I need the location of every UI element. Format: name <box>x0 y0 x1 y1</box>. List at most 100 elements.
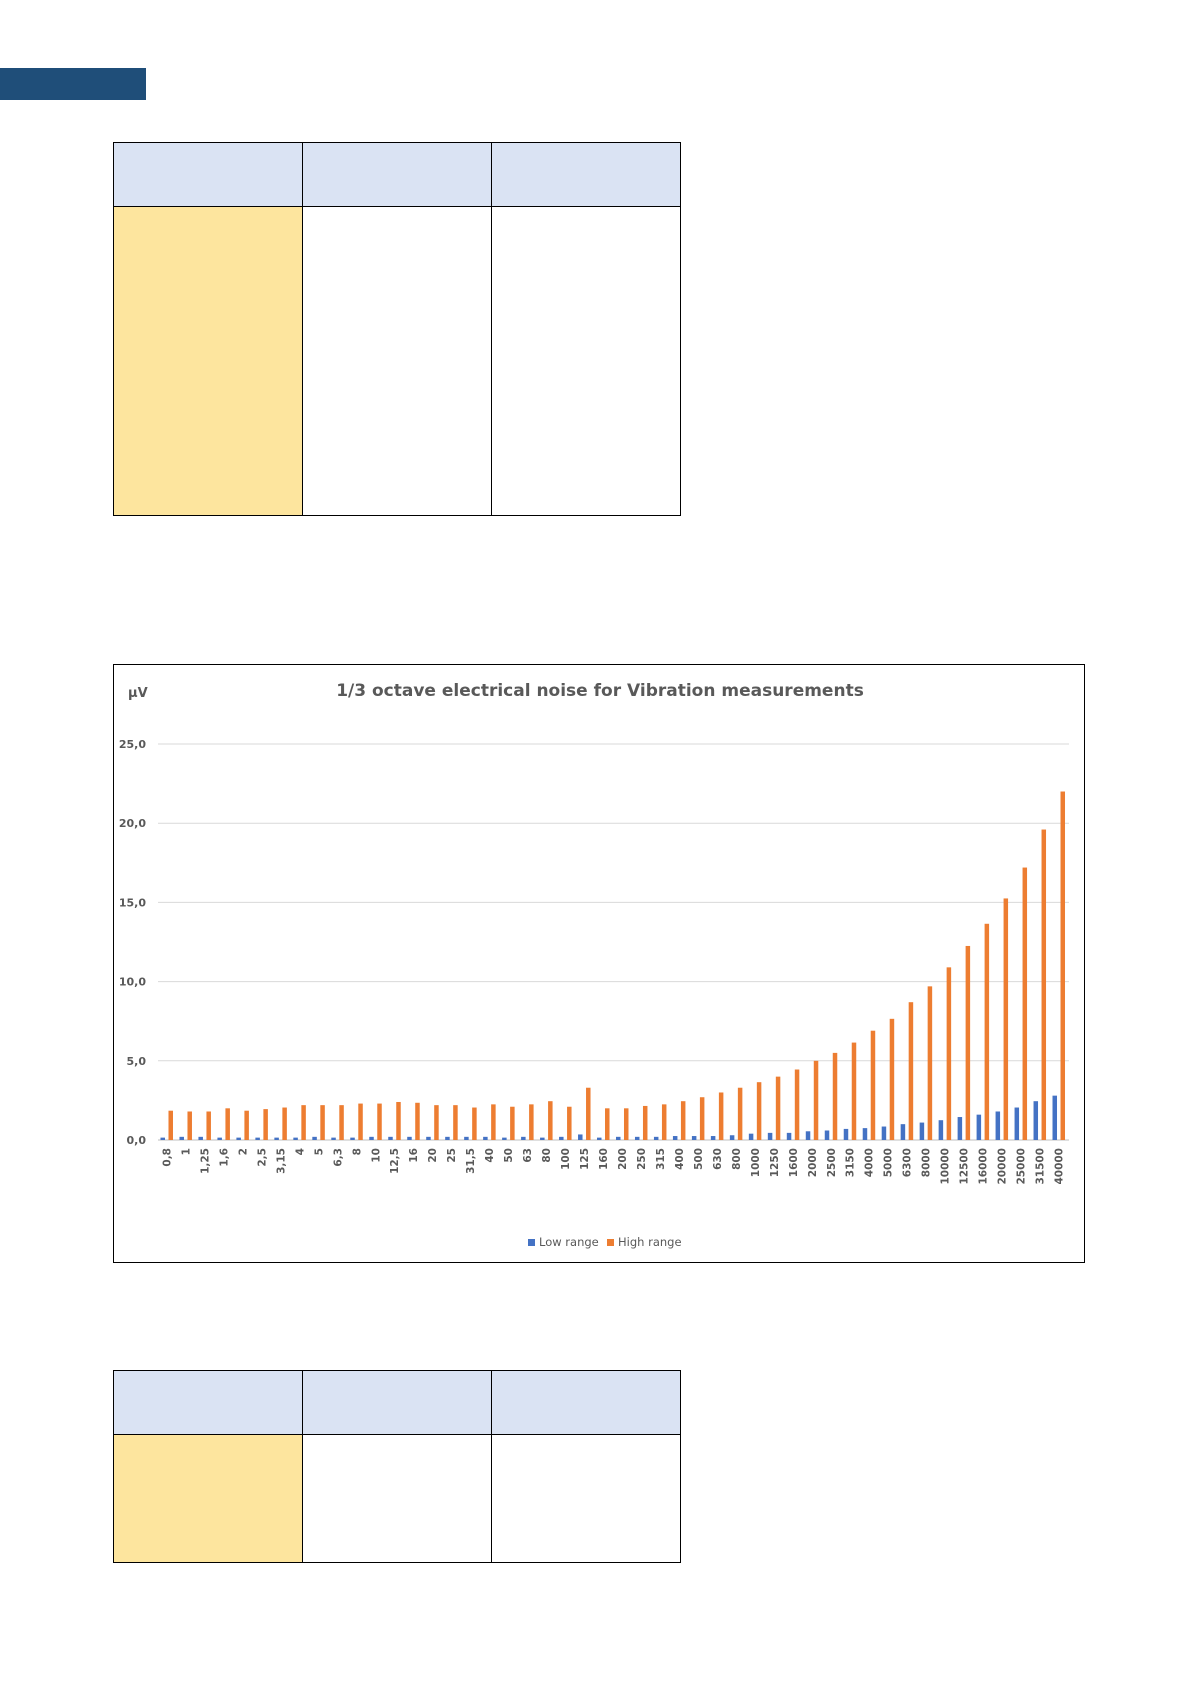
low-range-bar <box>445 1136 450 1140</box>
high-range-bar <box>965 945 971 1140</box>
high-range-bar <box>491 1104 496 1140</box>
x-category-label: 31500 <box>1035 1148 1047 1185</box>
x-category-label: 40000 <box>1054 1148 1066 1185</box>
low-range-bar <box>179 1136 184 1140</box>
low-range-bar <box>767 1132 773 1140</box>
high-range-bar <box>320 1105 325 1140</box>
legend-high-label: High range <box>618 1235 682 1249</box>
x-category-label: 2,5 <box>256 1148 268 1167</box>
table-value-cell <box>491 1434 681 1563</box>
table-header-cell <box>302 142 492 207</box>
x-category-label: 3150 <box>845 1148 857 1177</box>
low-range-bar <box>748 1133 754 1140</box>
low-range-bar <box>786 1132 792 1140</box>
high-range-bar <box>605 1108 610 1140</box>
low-range-bar <box>672 1136 678 1140</box>
x-category-label: 200 <box>617 1148 629 1170</box>
low-range-bar <box>976 1114 982 1140</box>
high-range-bar <box>946 967 952 1140</box>
legend-low-label: Low range <box>539 1235 599 1249</box>
chart-canvas: µV 1/3 octave electrical noise for Vibra… <box>119 681 1069 1249</box>
high-range-bar <box>263 1109 268 1140</box>
high-range-bar <box>737 1087 743 1140</box>
y-tick-label: 5,0 <box>127 1055 147 1068</box>
low-range-bar <box>634 1136 640 1140</box>
y-unit-label: µV <box>128 686 148 701</box>
x-category-label: 4000 <box>864 1148 876 1177</box>
high-range-bar <box>1060 791 1066 1140</box>
low-range-bar <box>881 1126 887 1140</box>
high-range-bar <box>282 1107 287 1140</box>
low-range-bar <box>691 1136 697 1140</box>
spec-table-bottom <box>113 1370 681 1563</box>
low-range-bar <box>995 1111 1001 1140</box>
gridlines <box>158 743 1069 1141</box>
x-category-label: 12500 <box>959 1148 971 1185</box>
high-range-bar <box>510 1106 515 1140</box>
x-category-label: 1250 <box>769 1148 781 1177</box>
x-category-label: 25000 <box>1016 1148 1028 1185</box>
low-range-bar <box>540 1137 545 1140</box>
x-category-label: 1 <box>180 1148 192 1155</box>
x-category-label: 2000 <box>807 1148 819 1177</box>
x-category-label: 1600 <box>788 1148 800 1177</box>
y-axis-ticks: 25,0 20,0 15,0 10,0 5,0 0,0 <box>119 738 146 1147</box>
low-range-bar <box>388 1136 393 1140</box>
high-range-bar <box>586 1087 591 1140</box>
x-category-label: 5 <box>313 1148 325 1155</box>
x-category-label: 500 <box>693 1148 705 1170</box>
low-range-bar <box>160 1137 165 1140</box>
y-tick-label: 20,0 <box>119 817 146 830</box>
high-range-bar <box>225 1108 230 1140</box>
table-value-cell <box>302 206 492 516</box>
high-range-bar <box>1041 829 1047 1140</box>
table-header-cell <box>113 1370 303 1435</box>
table-value-cell <box>302 1434 492 1563</box>
high-range-bar <box>813 1060 819 1140</box>
x-axis-ticks: 0,8 1 1,25 1,6 2 2,5 3,15 4 5 6,3 8 10 12,5 16 20 25 31,… <box>161 1148 1065 1185</box>
low-range-bar <box>464 1136 469 1140</box>
low-range-bar <box>521 1136 526 1140</box>
x-category-label: 4 <box>294 1148 306 1155</box>
low-range-bar <box>293 1137 298 1140</box>
section-header-bar <box>0 68 146 100</box>
x-category-label: 2500 <box>826 1148 838 1177</box>
high-range-bar <box>680 1101 686 1140</box>
high-range-bar <box>339 1105 344 1140</box>
low-range-bar <box>407 1136 412 1140</box>
x-category-label: 40 <box>484 1148 496 1163</box>
high-range-bar <box>529 1104 534 1140</box>
y-tick-label: 10,0 <box>119 976 146 989</box>
high-range-bar <box>567 1106 572 1140</box>
x-category-label: 63 <box>522 1148 534 1163</box>
low-range-bar <box>331 1137 336 1140</box>
high-range-bar <box>244 1110 249 1140</box>
low-range-bar <box>938 1120 944 1140</box>
x-category-label: 50 <box>503 1148 515 1163</box>
low-range-bar <box>862 1128 868 1140</box>
chart-title: 1/3 octave electrical noise for Vibratio… <box>336 681 864 701</box>
high-range-bar <box>396 1101 401 1140</box>
low-range-bar <box>426 1136 431 1140</box>
x-category-label: 25 <box>446 1148 458 1163</box>
low-range-bar <box>919 1122 925 1140</box>
high-range-bar <box>699 1097 705 1140</box>
low-range-bar <box>369 1136 374 1140</box>
low-range-bar <box>710 1136 716 1140</box>
low-range-bar <box>729 1135 735 1140</box>
low-range-bar <box>1033 1101 1039 1140</box>
x-category-label: 80 <box>541 1148 553 1163</box>
high-range-bar <box>908 1002 914 1140</box>
low-range-bar <box>559 1136 564 1140</box>
x-category-label: 31,5 <box>465 1148 477 1174</box>
low-range-bar <box>900 1124 906 1140</box>
x-category-label: 0,8 <box>161 1148 173 1167</box>
low-range-bar <box>274 1137 279 1140</box>
low-range-bar <box>597 1137 602 1140</box>
high-range-bar <box>1022 867 1028 1140</box>
x-category-label: 1000 <box>750 1148 762 1177</box>
high-range-bar <box>377 1103 382 1140</box>
table-header-cell <box>491 1370 681 1435</box>
low-range-bar <box>217 1137 222 1140</box>
high-range-bar <box>718 1092 724 1140</box>
